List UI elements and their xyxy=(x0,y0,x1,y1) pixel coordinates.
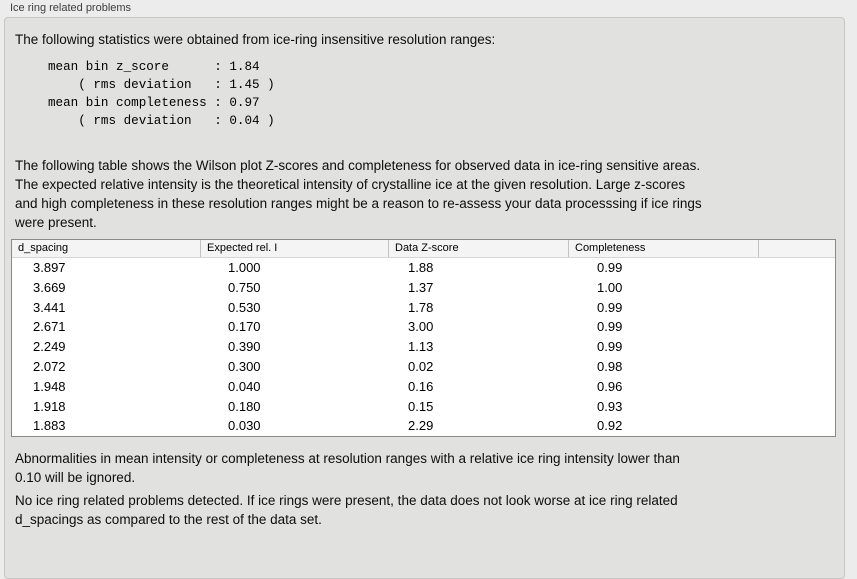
column-header-data-z-score[interactable]: Data Z-score xyxy=(388,240,568,257)
table-row[interactable]: 3.669 0.750 1.37 1.00 xyxy=(12,278,835,298)
table-row[interactable]: 2.671 0.170 3.00 0.99 xyxy=(12,317,835,337)
groupbox-title: Ice ring related problems xyxy=(10,2,132,14)
table-cell: 1.918 xyxy=(33,398,66,414)
table-cell: 0.530 xyxy=(228,299,261,315)
column-header-completeness[interactable]: Completeness xyxy=(568,240,758,257)
intro-text: The following statistics were obtained f… xyxy=(15,32,496,47)
table-row[interactable]: 2.072 0.300 0.02 0.98 xyxy=(12,357,835,377)
table-cell: 3.897 xyxy=(33,260,66,275)
table-cell: 0.300 xyxy=(228,358,261,374)
table-cell: 0.040 xyxy=(228,378,261,394)
table-cell: 0.92 xyxy=(597,418,623,434)
ice-ring-table: d_spacing Expected rel. I Data Z-score C… xyxy=(11,239,836,438)
table-cell: 0.170 xyxy=(228,319,261,335)
table-description: The following table shows the Wilson plo… xyxy=(15,158,702,230)
table-cell: 0.99 xyxy=(597,319,623,335)
table-cell: 0.96 xyxy=(597,378,623,394)
table-cell: 1.00 xyxy=(597,279,623,295)
table-cell: 0.02 xyxy=(408,358,434,374)
table-cell: 1.88 xyxy=(408,260,434,275)
table-cell: 0.750 xyxy=(228,279,261,295)
table-cell: 2.249 xyxy=(33,339,66,355)
ignore-note: Abnormalities in mean intensity or compl… xyxy=(15,451,680,485)
table-cell: 0.390 xyxy=(228,339,261,355)
table-cell: 0.15 xyxy=(408,398,434,414)
table-row[interactable]: 3.897 1.000 1.88 0.99 xyxy=(12,258,835,278)
table-cell: 1.13 xyxy=(408,339,434,355)
table-cell: 0.98 xyxy=(597,358,623,374)
table-cell: 0.99 xyxy=(597,260,623,275)
column-header-empty xyxy=(758,240,835,257)
table-row[interactable]: 1.948 0.040 0.16 0.96 xyxy=(12,377,835,397)
table-header-row: d_spacing Expected rel. I Data Z-score C… xyxy=(12,240,835,258)
table-cell: 0.180 xyxy=(228,398,261,414)
table-cell: 3.441 xyxy=(33,299,66,315)
table-cell: 3.00 xyxy=(408,319,434,335)
column-header-expected-rel-i[interactable]: Expected rel. I xyxy=(200,240,388,257)
conclusion-note: No ice ring related problems detected. I… xyxy=(15,493,678,527)
table-cell: 3.669 xyxy=(33,279,66,295)
table-cell: 0.99 xyxy=(597,299,623,315)
table-cell: 1.883 xyxy=(33,418,66,434)
table-row[interactable]: 1.918 0.180 0.15 0.93 xyxy=(12,397,835,417)
table-cell: 1.948 xyxy=(33,378,66,394)
table-cell: 0.93 xyxy=(597,398,623,414)
table-cell: 2.072 xyxy=(33,358,66,374)
table-cell: 0.99 xyxy=(597,339,623,355)
table-cell: 0.030 xyxy=(228,418,261,434)
table-cell: 1.78 xyxy=(408,299,434,315)
table-row[interactable]: 2.249 0.390 1.13 0.99 xyxy=(12,337,835,357)
column-header-d-spacing[interactable]: d_spacing xyxy=(18,242,69,254)
table-cell: 2.29 xyxy=(408,418,434,434)
table-cell: 0.16 xyxy=(408,378,434,394)
table-cell: 1.37 xyxy=(408,279,434,295)
statistics-block: mean bin z_score : 1.84 ( rms deviation … xyxy=(48,60,275,128)
table-cell: 2.671 xyxy=(33,319,66,335)
table-cell: 1.000 xyxy=(228,260,261,275)
table-row[interactable]: 1.883 0.030 2.29 0.92 xyxy=(12,416,835,436)
table-row[interactable]: 3.441 0.530 1.78 0.99 xyxy=(12,298,835,318)
